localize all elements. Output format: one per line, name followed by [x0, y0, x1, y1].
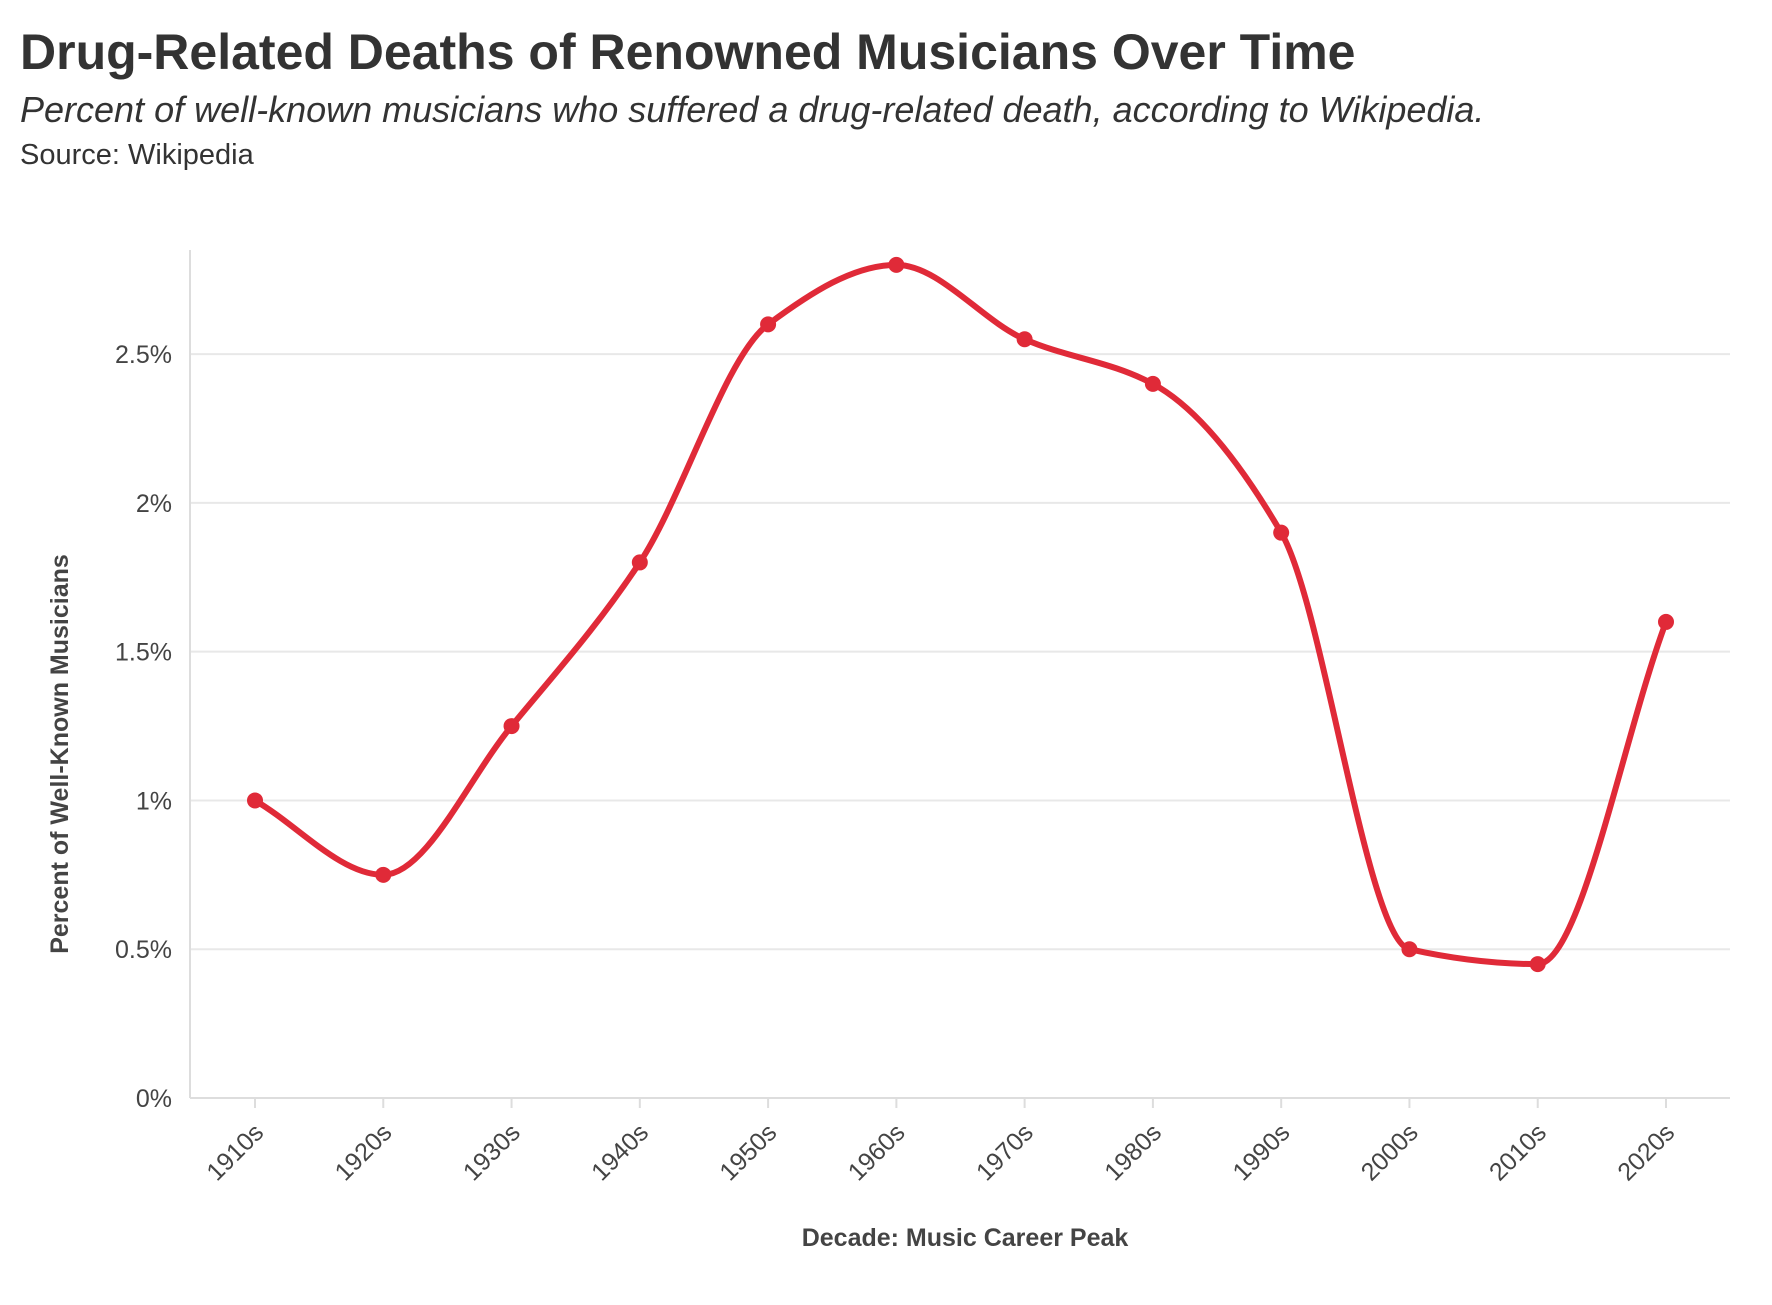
data-point — [1273, 524, 1290, 541]
series-line — [252, 261, 1669, 968]
x-tick-label: 2000s — [1356, 1118, 1424, 1186]
data-point — [1144, 375, 1161, 392]
data-point — [503, 718, 520, 735]
series-points — [247, 256, 1674, 973]
data-point — [888, 256, 905, 273]
data-point — [1529, 956, 1546, 973]
x-tick-label: 1960s — [843, 1118, 911, 1186]
y-tick-label: 0% — [136, 1085, 172, 1113]
y-tick-label: 1.5% — [115, 639, 172, 667]
x-tick-label: 1930s — [458, 1118, 526, 1186]
y-tick-label: 2% — [136, 490, 172, 518]
x-tick-label: 1910s — [201, 1118, 269, 1186]
data-point — [247, 792, 263, 809]
chart-source: Source: Wikipedia — [20, 139, 254, 171]
chart-title: Drug-Related Deaths of Renowned Musician… — [20, 24, 1356, 80]
x-tick-label: 1920s — [330, 1118, 398, 1186]
data-point — [1401, 941, 1418, 958]
data-point — [631, 554, 648, 571]
data-point — [375, 866, 392, 883]
x-axis-ticks: 1910s 1920s 1930s 1940s 1950s 1960s 1970s 1980s… — [201, 1098, 1680, 1186]
x-tick-label: 1950s — [714, 1118, 782, 1186]
y-tick-label: 2.5% — [115, 341, 172, 369]
x-tick-label: 2020s — [1612, 1118, 1680, 1186]
x-axis-title: Decade: Music Career Peak — [802, 1224, 1129, 1252]
data-point — [1658, 613, 1674, 630]
x-tick-label: 1980s — [1099, 1118, 1167, 1186]
data-point — [1016, 331, 1033, 348]
chart-subtitle: Percent of well-known musicians who suff… — [20, 89, 1485, 130]
y-tick-label: 0.5% — [115, 936, 172, 964]
x-tick-label: 1940s — [586, 1118, 654, 1186]
data-point — [760, 316, 777, 333]
y-tick-label: 1% — [136, 787, 172, 815]
x-tick-label: 2010s — [1484, 1118, 1552, 1186]
gridlines — [190, 353, 1730, 951]
x-tick-label: 1970s — [971, 1118, 1039, 1186]
series-line-path — [252, 261, 1669, 968]
y-axis-title: Percent of Well-Known Musicians — [46, 554, 74, 954]
y-axis-ticks: 0% 0.5% 1% 1.5% 2% 2.5% — [115, 341, 172, 1113]
axes — [189, 250, 1730, 1099]
x-tick-label: 1990s — [1227, 1118, 1295, 1186]
chart-header: Drug-Related Deaths of Renowned Musician… — [20, 22, 1760, 174]
